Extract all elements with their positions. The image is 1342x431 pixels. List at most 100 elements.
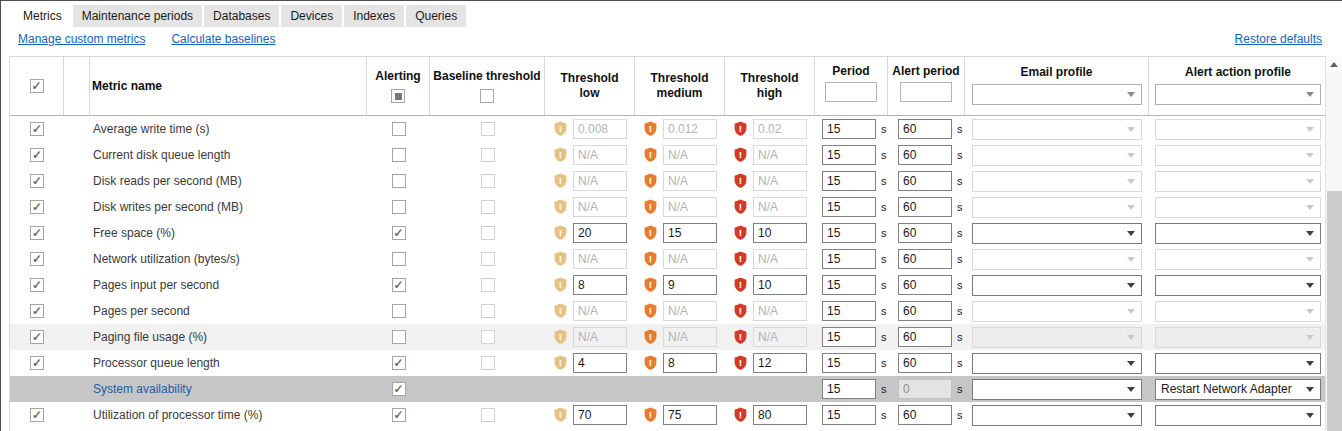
period-input[interactable]	[822, 301, 876, 321]
alert-period-input[interactable]	[898, 327, 952, 347]
period-input[interactable]	[822, 353, 876, 373]
restore-defaults-link[interactable]: Restore defaults	[1235, 32, 1322, 46]
threshold-low-input[interactable]	[573, 223, 627, 243]
period-input[interactable]	[822, 145, 876, 165]
threshold-high-input[interactable]	[753, 223, 807, 243]
alerting-checkbox[interactable]	[392, 330, 406, 344]
row-select-checkbox[interactable]	[30, 356, 44, 370]
alerting-checkbox[interactable]	[392, 304, 406, 318]
alerting-checkbox[interactable]	[392, 356, 406, 370]
table-row[interactable]: Processor queue length!!!ss	[10, 350, 1327, 376]
threshold-low-input[interactable]	[573, 405, 627, 425]
alerting-checkbox[interactable]	[392, 278, 406, 292]
email-profile-select[interactable]	[972, 379, 1142, 400]
baseline-threshold-checkbox[interactable]	[481, 174, 495, 188]
alerting-checkbox[interactable]	[392, 174, 406, 188]
baseline-threshold-checkbox[interactable]	[481, 252, 495, 266]
period-input[interactable]	[822, 119, 876, 139]
row-select-checkbox[interactable]	[30, 304, 44, 318]
table-row[interactable]: Network utilization (bytes/s)!!!ss	[10, 246, 1327, 272]
alert-action-profile-master-select[interactable]	[1155, 84, 1321, 105]
vertical-scrollbar[interactable]	[1325, 56, 1342, 431]
alert-period-input[interactable]	[898, 223, 952, 243]
alert-action-profile-select[interactable]	[1155, 353, 1321, 374]
baseline-threshold-checkbox[interactable]	[481, 356, 495, 370]
threshold-medium-input[interactable]	[663, 405, 717, 425]
alert-period-input[interactable]	[898, 353, 952, 373]
alert-period-input[interactable]	[898, 249, 952, 269]
table-row[interactable]: Pages per second!!!ss	[10, 298, 1327, 324]
threshold-high-input[interactable]	[753, 405, 807, 425]
row-select-checkbox[interactable]	[30, 252, 44, 266]
threshold-high-input[interactable]	[753, 275, 807, 295]
scroll-up-arrow-icon[interactable]	[1326, 56, 1342, 73]
period-input[interactable]	[822, 405, 876, 425]
alert-action-profile-select[interactable]: Restart Network Adapter	[1155, 379, 1321, 400]
baseline-threshold-checkbox[interactable]	[481, 148, 495, 162]
alerting-checkbox[interactable]	[392, 148, 406, 162]
period-input[interactable]	[822, 171, 876, 191]
threshold-high-input[interactable]	[753, 353, 807, 373]
threshold-medium-input[interactable]	[663, 353, 717, 373]
tab-devices[interactable]: Devices	[281, 5, 342, 27]
table-row[interactable]: Pages input per second!!!ss	[10, 272, 1327, 298]
table-row[interactable]: Paging file usage (%)!!!ss	[10, 324, 1327, 350]
table-row[interactable]: Disk reads per second (MB)!!!ss	[10, 168, 1327, 194]
alert-period-input[interactable]	[898, 171, 952, 191]
row-select-checkbox[interactable]	[30, 122, 44, 136]
tab-metrics[interactable]: Metrics	[14, 5, 71, 27]
period-input[interactable]	[822, 249, 876, 269]
baseline-threshold-checkbox[interactable]	[481, 278, 495, 292]
table-row[interactable]: Free space (%)!!!ss	[10, 220, 1327, 246]
baseline-threshold-checkbox[interactable]	[481, 122, 495, 136]
row-select-checkbox[interactable]	[30, 226, 44, 240]
tab-maintenance-periods[interactable]: Maintenance periods	[73, 5, 202, 27]
alert-period-filter-input[interactable]	[900, 82, 952, 102]
alerting-checkbox[interactable]	[392, 408, 406, 422]
row-select-checkbox[interactable]	[30, 278, 44, 292]
alert-action-profile-select[interactable]	[1155, 405, 1321, 426]
table-row[interactable]: Average write time (s)!!!ss	[10, 116, 1327, 142]
email-profile-select[interactable]	[972, 405, 1142, 426]
alert-period-input[interactable]	[898, 405, 952, 425]
alert-action-profile-select[interactable]	[1155, 275, 1321, 296]
alert-period-input[interactable]	[898, 145, 952, 165]
alerting-checkbox[interactable]	[392, 382, 406, 396]
table-row[interactable]: Current disk queue length!!!ss	[10, 142, 1327, 168]
baseline-threshold-checkbox[interactable]	[481, 304, 495, 318]
period-input[interactable]	[822, 327, 876, 347]
threshold-low-input[interactable]	[573, 353, 627, 373]
table-row[interactable]: System availabilityssRestart Network Ada…	[10, 376, 1327, 402]
row-select-checkbox[interactable]	[30, 200, 44, 214]
tab-indexes[interactable]: Indexes	[344, 5, 404, 27]
period-filter-input[interactable]	[825, 82, 877, 102]
alerting-checkbox[interactable]	[392, 200, 406, 214]
alert-period-input[interactable]	[898, 119, 952, 139]
alerting-checkbox[interactable]	[392, 226, 406, 240]
email-profile-select[interactable]	[972, 275, 1142, 296]
threshold-low-input[interactable]	[573, 275, 627, 295]
alerting-checkbox[interactable]	[392, 252, 406, 266]
alert-period-input[interactable]	[898, 301, 952, 321]
baseline-threshold-checkbox[interactable]	[481, 330, 495, 344]
select-all-checkbox[interactable]	[30, 79, 44, 93]
period-input[interactable]	[822, 197, 876, 217]
baseline-master-checkbox[interactable]	[480, 89, 494, 103]
row-select-checkbox[interactable]	[30, 174, 44, 188]
period-input[interactable]	[822, 275, 876, 295]
alerting-checkbox[interactable]	[392, 122, 406, 136]
threshold-medium-input[interactable]	[663, 275, 717, 295]
row-select-checkbox[interactable]	[30, 330, 44, 344]
row-select-checkbox[interactable]	[30, 148, 44, 162]
scrollbar-thumb[interactable]	[1327, 191, 1342, 431]
tab-queries[interactable]: Queries	[406, 5, 466, 27]
period-input[interactable]	[822, 223, 876, 243]
table-row[interactable]: Disk writes per second (MB)!!!ss	[10, 194, 1327, 220]
period-input[interactable]	[822, 379, 876, 399]
email-profile-select[interactable]	[972, 223, 1142, 244]
row-select-checkbox[interactable]	[30, 408, 44, 422]
alerting-master-checkbox[interactable]	[391, 89, 405, 103]
manage-custom-metrics-link[interactable]: Manage custom metrics	[18, 32, 145, 46]
baseline-threshold-checkbox[interactable]	[481, 408, 495, 422]
calculate-baselines-link[interactable]: Calculate baselines	[171, 32, 275, 46]
